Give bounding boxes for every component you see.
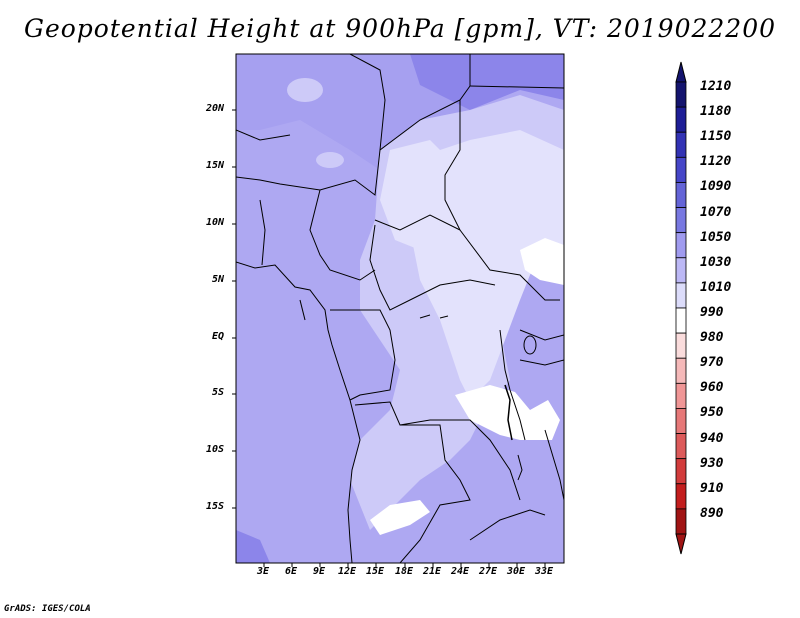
lat-label-15s: 15S <box>206 501 225 512</box>
field-white-south <box>370 500 430 535</box>
colorbar-swatch <box>675 458 687 485</box>
colorbar-swatch <box>675 156 687 183</box>
chart-title: Geopotential Height at 900hPa [gpm], VT:… <box>23 14 777 43</box>
border-zimbabwe <box>469 509 546 541</box>
colorbar-label: 1030 <box>700 254 732 270</box>
field-white-lakes <box>455 385 560 440</box>
colorbar-swatch <box>675 106 687 133</box>
island-bioko <box>299 299 306 321</box>
colorbar-label: 960 <box>700 380 724 396</box>
colorbar-swatch <box>675 483 687 510</box>
colorbar-label: 1050 <box>700 229 732 245</box>
border-sudan <box>469 85 564 89</box>
border-mali <box>236 129 291 141</box>
lat-label-5n: 5N <box>212 274 225 285</box>
height-field <box>236 54 564 563</box>
colorbar-swatch <box>675 182 687 208</box>
colorbar-swatch <box>675 307 687 334</box>
colorbar-label: 1120 <box>700 154 732 170</box>
field-pale-north <box>380 140 450 250</box>
colorbar-arrow-top <box>675 61 687 83</box>
x-ticks <box>263 563 546 567</box>
colorbar-label: 950 <box>700 405 724 421</box>
borders <box>236 54 564 563</box>
colorbar-label: 970 <box>700 355 724 371</box>
colorbar-swatch <box>675 207 687 234</box>
field-patch-2 <box>316 152 344 168</box>
field-white-east <box>520 238 564 285</box>
lake-victoria <box>523 335 537 355</box>
border-uganda-kenya <box>519 329 564 341</box>
colorbar-label: 1180 <box>700 104 732 120</box>
lon-label-33e: 33E <box>535 566 554 577</box>
lon-label-27e: 27E <box>479 566 498 577</box>
colorbar-label: 1070 <box>700 204 732 220</box>
field-mid-southeast <box>460 500 564 563</box>
colorbar-label: 930 <box>700 455 724 471</box>
colorbar-label: 1150 <box>700 129 732 145</box>
colorbar-label: 890 <box>700 505 724 521</box>
lon-label-3e: 3E <box>257 566 270 577</box>
colorbar <box>675 61 687 555</box>
coastline-west <box>236 261 361 563</box>
colorbar-label: 1210 <box>700 79 732 94</box>
field-patch-1 <box>287 78 323 102</box>
border-gabon-congo <box>330 309 396 401</box>
field-dark-northeast <box>410 54 564 110</box>
colorbar-arrow-bottom <box>675 533 687 555</box>
colorbar-label: 990 <box>700 305 724 320</box>
border-nigeria-cameroon <box>309 189 376 281</box>
lat-label-10n: 10N <box>206 217 225 228</box>
colorbar-swatch <box>675 131 687 158</box>
lake-malawi <box>517 454 523 481</box>
colorbar-label: 940 <box>700 430 724 446</box>
lat-label-15n: 15N <box>206 160 225 171</box>
field-dark-southwest <box>236 530 270 563</box>
colorbar-label: 1090 <box>700 179 732 195</box>
lon-label-6e: 6E <box>285 566 298 577</box>
border-benin <box>259 199 266 266</box>
colorbar-label: 910 <box>700 480 724 496</box>
border-angola <box>354 401 471 563</box>
lat-label-10s: 10S <box>206 444 225 455</box>
river-congo <box>419 314 449 319</box>
colorbar-label: 1010 <box>700 279 732 295</box>
border-niger-chad <box>236 54 386 196</box>
colorbar-swatch <box>675 257 687 284</box>
lat-label-20n: 20N <box>206 103 225 114</box>
lon-label-9e: 9E <box>313 566 326 577</box>
colorbar-swatch <box>675 332 687 359</box>
border-mozambique <box>544 429 564 501</box>
colorbar-swatch <box>675 508 687 535</box>
lon-label-21e: 21E <box>423 566 442 577</box>
lon-label-18e: 18E <box>395 566 414 577</box>
colorbar-swatch <box>675 282 687 309</box>
colorbar-swatch <box>675 81 687 108</box>
border-car-north <box>374 214 461 231</box>
map-frame <box>235 53 565 564</box>
border-drc-zambia <box>399 419 521 501</box>
colorbar-swatch <box>675 408 687 434</box>
border-drc-east <box>499 329 526 441</box>
lat-label-5s: 5S <box>212 387 225 398</box>
colorbar-swatch <box>675 382 687 409</box>
colorbar-label: 980 <box>700 330 724 346</box>
lon-label-12e: 12E <box>338 566 357 577</box>
field-atlantic <box>236 262 360 563</box>
colorbar-swatch <box>675 433 687 460</box>
credit-text: GrADS: IGES/COLA <box>4 604 91 614</box>
lon-label-30e: 30E <box>507 566 526 577</box>
lake-tanganyika <box>504 384 513 441</box>
colorbar-swatch <box>675 357 687 384</box>
border-car-south <box>369 224 496 311</box>
lat-label-eq: EQ <box>212 331 225 342</box>
lon-label-24e: 24E <box>451 566 470 577</box>
colorbar-swatch <box>675 232 687 259</box>
y-ticks <box>232 109 236 509</box>
field-pale-east <box>410 130 564 400</box>
border-tanzania <box>519 359 564 366</box>
lon-label-15e: 15E <box>366 566 385 577</box>
